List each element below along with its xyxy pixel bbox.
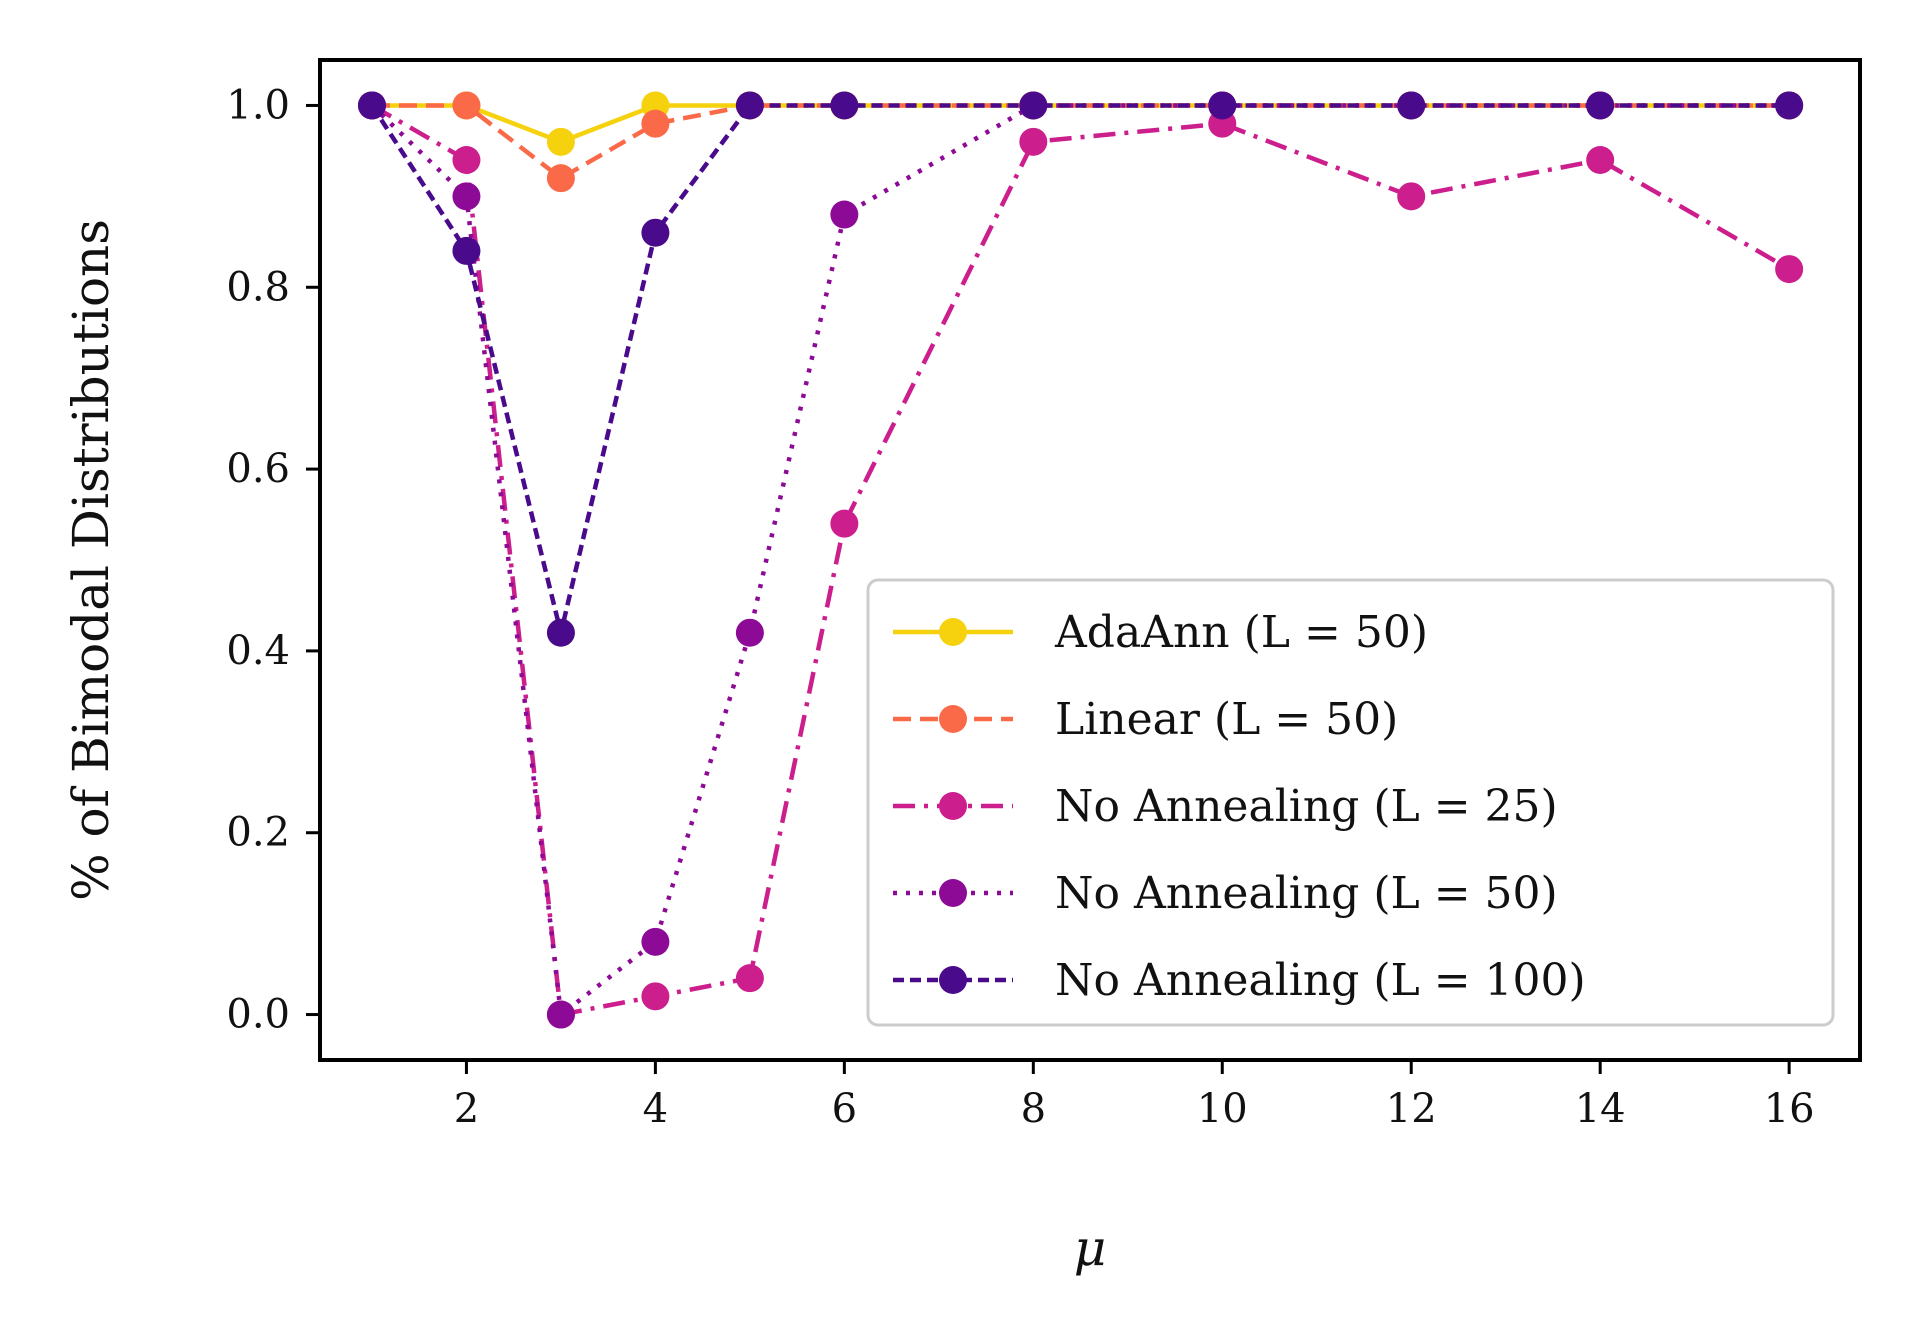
data-point <box>1775 91 1804 120</box>
data-point <box>452 236 481 265</box>
series-layer <box>357 91 1804 1029</box>
data-point <box>641 927 670 956</box>
data-point <box>546 1000 575 1029</box>
legend-marker <box>939 792 967 820</box>
x-axis-label: μ <box>1074 1219 1107 1277</box>
data-point <box>1775 255 1804 284</box>
y-tick-label: 0.6 <box>226 446 290 492</box>
x-tick-label: 4 <box>643 1086 668 1132</box>
legend-entry: No Annealing (L = 100) <box>893 955 1586 1006</box>
data-point <box>830 200 859 229</box>
legend-box <box>866 578 1835 1027</box>
data-point <box>452 91 481 120</box>
y-tick-label: 0.0 <box>226 992 290 1038</box>
legend-marker <box>939 966 967 994</box>
legend-items: AdaAnn (L = 50) Linear (L = 50) No Anneali… <box>893 607 1586 1006</box>
y-axis-label: % of Bimodal Distributions <box>62 219 120 901</box>
data-point <box>1208 91 1237 120</box>
legend-label: AdaAnn (L = 50) <box>1054 607 1428 658</box>
legend-marker <box>939 879 967 907</box>
legend-label: No Annealing (L = 100) <box>1055 955 1586 1006</box>
y-tick-label: 1.0 <box>226 82 290 128</box>
data-point <box>1019 127 1048 156</box>
x-tick-label: 14 <box>1575 1086 1626 1132</box>
data-point <box>1586 146 1615 174</box>
data-point <box>641 109 670 138</box>
data-point <box>641 218 670 247</box>
legend-entry: Linear (L = 50) <box>893 694 1398 745</box>
x-tick-label: 6 <box>832 1086 857 1132</box>
legend-label: No Annealing (L = 25) <box>1055 781 1558 832</box>
data-point <box>1397 91 1426 120</box>
y-tick-label: 0.2 <box>226 810 290 856</box>
x-tick-label: 8 <box>1021 1086 1046 1132</box>
x-tick-label: 10 <box>1197 1086 1248 1132</box>
series-1 <box>357 91 1804 156</box>
data-point <box>546 618 575 647</box>
data-point <box>357 91 386 120</box>
series-line <box>370 103 1790 635</box>
data-point <box>452 146 481 174</box>
y-tick-label: 0.8 <box>226 264 290 310</box>
data-point <box>1019 91 1048 120</box>
data-point <box>1586 91 1615 120</box>
x-tick-label: 12 <box>1386 1086 1437 1132</box>
legend-label: No Annealing (L = 50) <box>1055 868 1558 919</box>
series-line <box>371 103 1790 181</box>
x-tick-label: 16 <box>1764 1086 1815 1132</box>
data-point <box>735 964 764 993</box>
data-point <box>546 127 575 156</box>
data-point <box>735 618 764 647</box>
legend-entry: No Annealing (L = 25) <box>893 781 1558 832</box>
data-point <box>1397 182 1426 211</box>
y-tick-label: 0.4 <box>226 628 290 674</box>
data-point <box>830 509 859 538</box>
legend-label: Linear (L = 50) <box>1055 694 1398 745</box>
legend-marker <box>939 705 967 733</box>
x-tick-label: 2 <box>454 1086 479 1132</box>
data-point <box>735 91 764 120</box>
data-point <box>452 182 481 211</box>
data-point <box>546 164 575 193</box>
data-point <box>830 91 859 120</box>
legend-entry: No Annealing (L = 50) <box>893 868 1558 919</box>
legend-entry: AdaAnn (L = 50) <box>893 607 1428 658</box>
plot-frame <box>318 58 1862 1062</box>
legend-marker <box>939 618 967 646</box>
ticks-layer: 2 4 6 8 10 12 14 16 0.0 0.2 0.4 0.6 0.8 1.0 <box>226 82 1814 1132</box>
series-5 <box>357 91 1804 647</box>
legend: AdaAnn (L = 50) Linear (L = 50) No Anneali… <box>866 578 1835 1027</box>
data-point <box>641 982 670 1011</box>
